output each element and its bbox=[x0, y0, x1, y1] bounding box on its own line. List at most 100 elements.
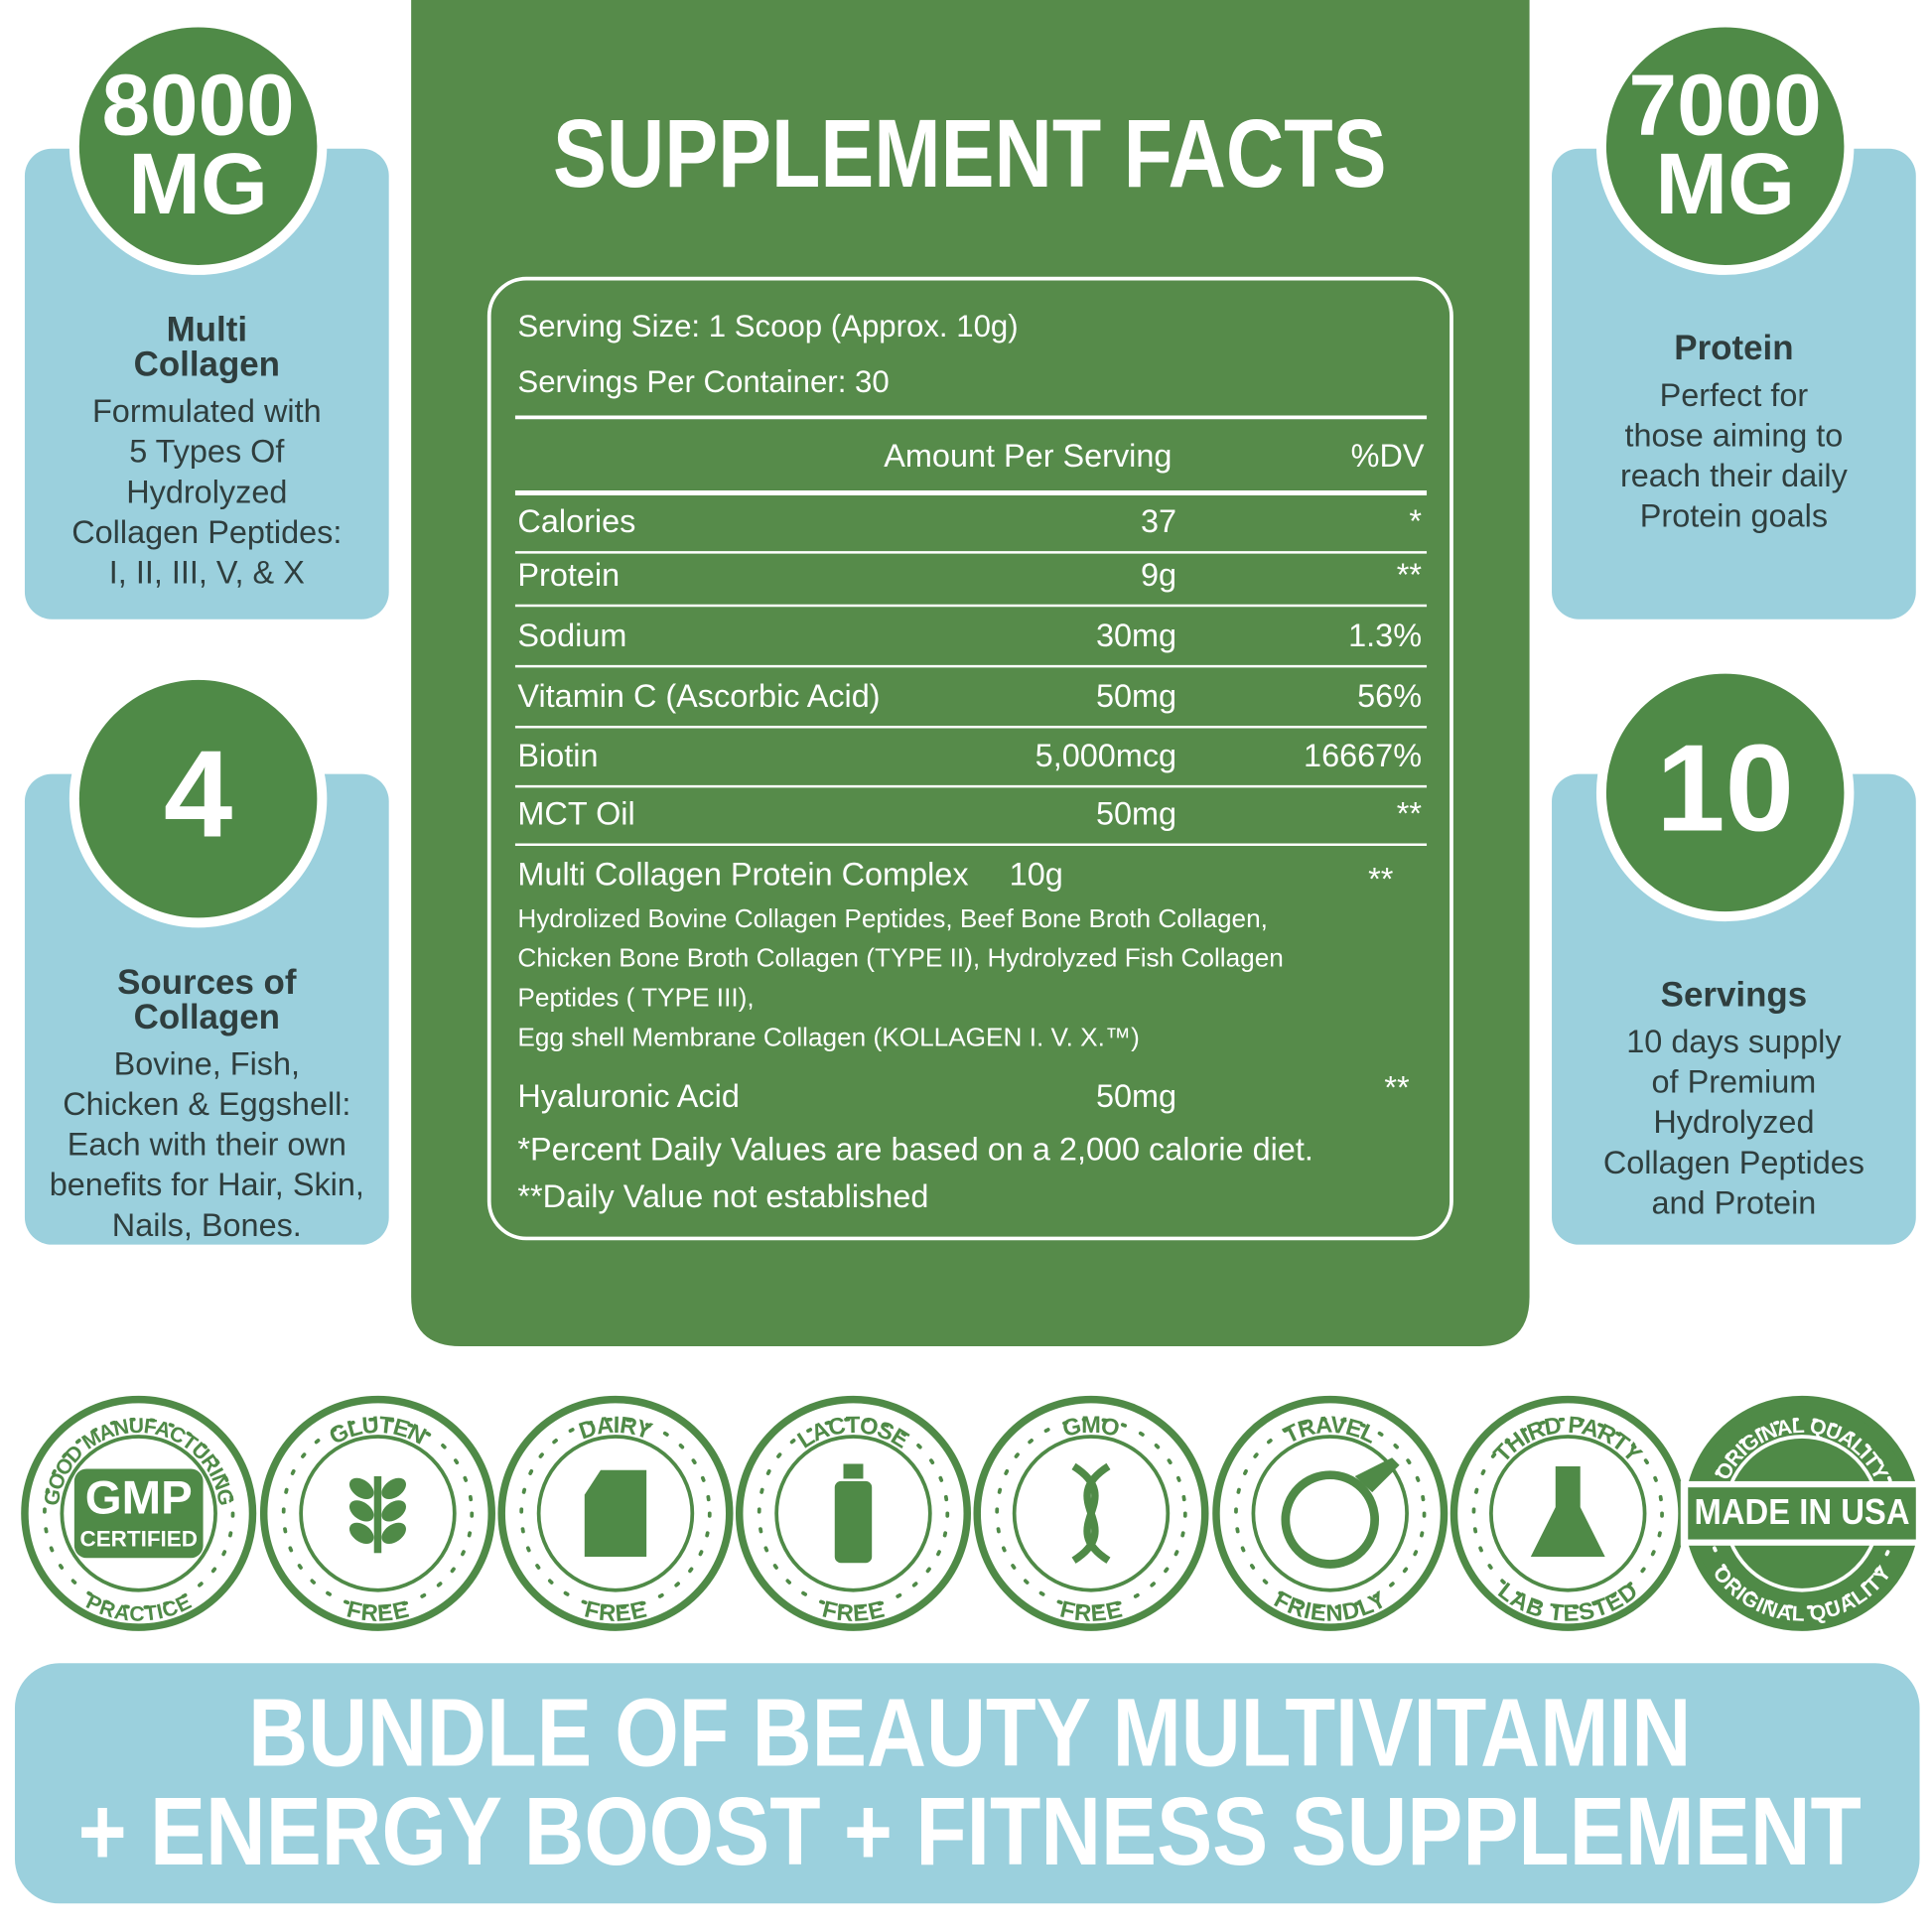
servings-per-container: Servings Per Container: 30 bbox=[517, 364, 889, 399]
card-heading: Collagen bbox=[134, 345, 280, 383]
badge-number: 4 bbox=[164, 726, 232, 864]
card-body: Collagen Peptides: bbox=[71, 514, 342, 550]
nutrient-name: Protein bbox=[517, 557, 620, 593]
complex-amount: 10g bbox=[1010, 857, 1063, 893]
nutrient-name: Vitamin C (Ascorbic Acid) bbox=[517, 678, 880, 714]
card-body: of Premium bbox=[1652, 1064, 1817, 1100]
badge-icon bbox=[834, 1480, 873, 1564]
card-body: Hydrolyzed bbox=[1653, 1104, 1814, 1140]
header-amount: Amount Per Serving bbox=[884, 438, 1172, 474]
card-heading: Servings bbox=[1661, 975, 1807, 1014]
card-body: reach their daily bbox=[1620, 458, 1849, 493]
complex-detail: Peptides ( TYPE III), bbox=[517, 983, 754, 1013]
badge-ring bbox=[1212, 1395, 1449, 1631]
badge-icon bbox=[381, 1500, 406, 1522]
card-heading: Collagen bbox=[134, 998, 280, 1036]
nutrient-name: MCT Oil bbox=[517, 796, 634, 832]
nutrient-amount: 50mg bbox=[1096, 796, 1176, 832]
nutrient-amount: 37 bbox=[1141, 503, 1176, 539]
badge-icon bbox=[381, 1477, 406, 1500]
card-body: Each with their own bbox=[68, 1127, 346, 1163]
banner-line: BUNDLE OF BEAUTY MULTIVITAMIN bbox=[248, 1678, 1691, 1786]
card-body: Formulated with bbox=[92, 393, 322, 429]
badge-inner bbox=[1489, 1435, 1647, 1592]
complex-detail: Hydrolized Bovine Collagen Peptides, Bee… bbox=[517, 903, 1268, 933]
badge-number: 7000 bbox=[1629, 56, 1822, 153]
badge-icon bbox=[73, 1468, 204, 1559]
badge-dots bbox=[757, 1417, 950, 1610]
nutrient-amount: 5,000mcg bbox=[1035, 738, 1176, 773]
badge-icon bbox=[381, 1522, 406, 1544]
nutrient-dv: * bbox=[1409, 503, 1422, 539]
badge-center: CERTIFIED bbox=[80, 1527, 198, 1552]
nutrient-dv: 16667% bbox=[1304, 738, 1422, 773]
badge-number: 8000 bbox=[101, 56, 294, 153]
card-heading: Multi bbox=[167, 311, 247, 349]
badge-icon bbox=[843, 1463, 864, 1479]
card-body: Hydrolyzed bbox=[126, 474, 287, 509]
nutrient-dv: ** bbox=[1397, 557, 1423, 593]
badge-icon bbox=[1071, 1462, 1111, 1564]
nutrient-dv: ** bbox=[1397, 796, 1423, 832]
card bbox=[1552, 773, 1916, 1245]
nutrient-amount: 9g bbox=[1141, 557, 1176, 593]
facts-title: SUPPLEMENT FACTS bbox=[553, 99, 1387, 207]
card-body: Nails, Bones. bbox=[112, 1207, 302, 1243]
nutrient-dv: ** bbox=[1384, 1069, 1410, 1105]
card-badge bbox=[69, 17, 328, 275]
footnote: *Percent Daily Values are based on a 2,0… bbox=[517, 1132, 1312, 1168]
card-body: those aiming to bbox=[1624, 418, 1843, 454]
footnote: **Daily Value not established bbox=[517, 1178, 928, 1214]
card-body: benefits for Hair, Skin, bbox=[50, 1167, 364, 1202]
badge-number: MG bbox=[128, 135, 268, 232]
nutrient-amount: 50mg bbox=[1096, 1078, 1176, 1114]
badge-icon bbox=[1281, 1470, 1380, 1569]
card-body: Chicken & Eggshell: bbox=[63, 1086, 350, 1122]
card-badge bbox=[1595, 663, 1855, 922]
card-body: Protein goals bbox=[1640, 498, 1828, 534]
complex-detail: Egg shell Membrane Collagen (KOLLAGEN I.… bbox=[517, 1023, 1139, 1052]
card-body: 10 days supply bbox=[1626, 1024, 1842, 1059]
nutrient-dv: 1.3% bbox=[1348, 618, 1422, 653]
badge-dots bbox=[43, 1417, 235, 1610]
card-badge bbox=[1595, 17, 1855, 275]
badge-icon bbox=[348, 1500, 374, 1522]
badge-top-text: GMO bbox=[1060, 1413, 1122, 1443]
card-body: and Protein bbox=[1651, 1184, 1816, 1220]
badge-center: MADE IN USA bbox=[1694, 1491, 1909, 1532]
badge-number: MG bbox=[1655, 135, 1795, 232]
banner bbox=[14, 1663, 1920, 1904]
complex-name: Multi Collagen Protein Complex bbox=[517, 857, 968, 893]
card-body: I, II, III, V, & X bbox=[109, 554, 305, 590]
nutrient-amount: 30mg bbox=[1096, 618, 1176, 653]
badge-inner bbox=[60, 1435, 217, 1592]
facts-panel bbox=[411, 0, 1530, 1346]
badge-dots bbox=[281, 1417, 475, 1610]
badge-top: GMO bbox=[1060, 1413, 1122, 1443]
facts-box bbox=[486, 276, 1453, 1241]
nutrient-amount: 50mg bbox=[1096, 678, 1176, 714]
badge-number: 10 bbox=[1656, 719, 1794, 857]
badge-icon bbox=[1530, 1465, 1605, 1558]
banner-line: + ENERGY BOOST + FITNESS SUPPLEMENT bbox=[78, 1777, 1862, 1885]
card-heading: Sources of bbox=[117, 963, 297, 1002]
card-badge bbox=[69, 669, 328, 928]
card bbox=[1552, 148, 1916, 620]
complex-dv: ** bbox=[1368, 862, 1394, 897]
badge-icon bbox=[584, 1469, 647, 1558]
badge-icon bbox=[1354, 1457, 1400, 1493]
badge-icon bbox=[348, 1522, 374, 1544]
badge-icon bbox=[373, 1475, 382, 1554]
nutrient-name: Calories bbox=[517, 503, 635, 539]
badge-dots bbox=[995, 1417, 1187, 1610]
card-body: Bovine, Fish, bbox=[114, 1046, 300, 1082]
nutrient-name: Sodium bbox=[517, 618, 626, 653]
badge-dots bbox=[1471, 1417, 1664, 1610]
badge-inner bbox=[536, 1435, 695, 1592]
badge-icon bbox=[1688, 1487, 1916, 1540]
badge-center: GMP bbox=[85, 1471, 193, 1524]
card-body: 5 Types Of bbox=[129, 434, 285, 470]
badge-icon bbox=[348, 1477, 374, 1500]
